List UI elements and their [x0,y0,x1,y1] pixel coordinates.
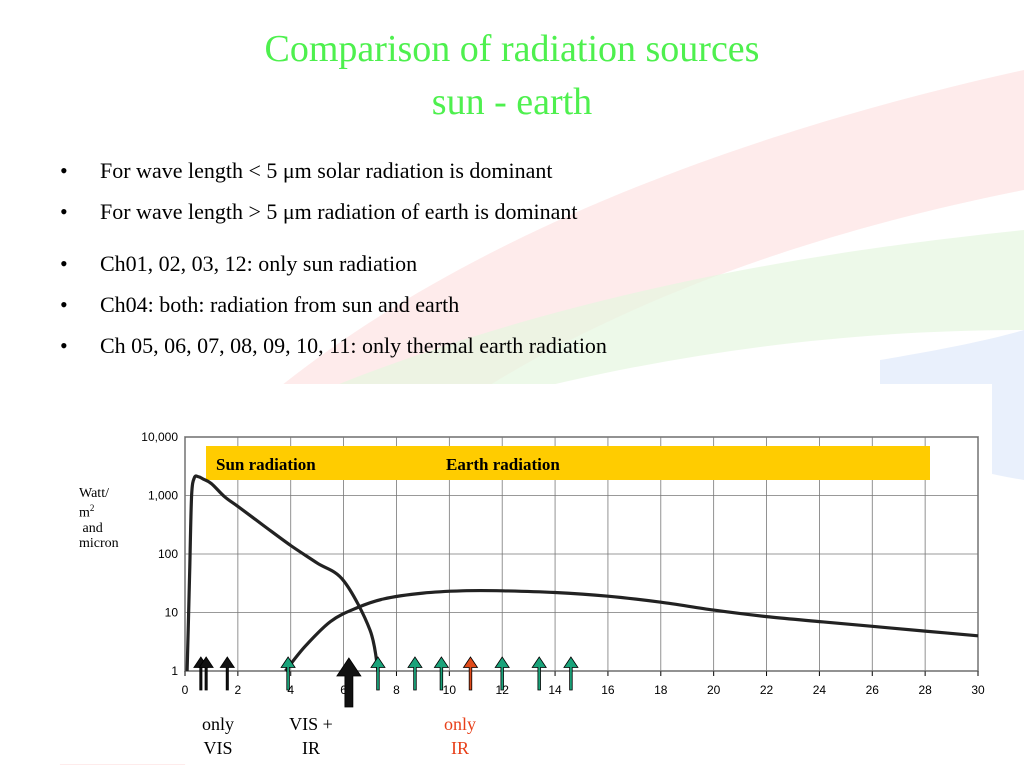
bullet-dot: • [60,251,68,276]
x-tick-label: 14 [548,683,562,697]
channel-arrow-green-icon [433,656,450,691]
bullet-text: Ch 05, 06, 07, 08, 09, 10, 11: only ther… [100,333,607,358]
channel-arrow-red-icon [462,656,479,691]
bullet-list: • For wave length < 5 μm solar radiation … [60,150,960,366]
y-axis-ticks: 1 10 100 1,000 10,000 [141,430,178,678]
x-tick-label: 0 [182,683,189,697]
banner-earth-label: Earth radiation [446,455,560,474]
bullet-item: • Ch 05, 06, 07, 08, 09, 10, 11: only the… [60,325,960,366]
x-tick-label: 18 [654,683,668,697]
y-axis-label-line3: and [79,520,103,536]
bullet-text: For wave length > 5 μm radiation of eart… [100,199,578,224]
caption-only-vis-line1: only [201,714,234,734]
caption-only-vis: only VIS [190,712,246,760]
y-tick-label: 100 [158,547,178,561]
earth-radiation-curve [284,588,979,672]
x-tick-label: 26 [866,683,880,697]
bullet-item: • For wave length < 5 μm solar radiation … [60,150,960,191]
caption-only-vis-line2: VIS [203,738,233,758]
y-tick-label: 10 [165,606,179,620]
bullet-item: • For wave length > 5 μm radiation of ear… [60,191,960,232]
y-tick-label: 10,000 [141,430,178,444]
y-axis-label-unit: m [79,505,90,521]
channel-arrow-green-icon [280,656,296,691]
x-axis-ticks: 024681012141618202224262830 [182,683,985,697]
y-axis-label-line1: Watt/ [79,486,109,501]
y-tick-label: 1,000 [148,489,178,503]
x-tick-label: 30 [971,683,985,697]
x-tick-label: 28 [918,683,932,697]
bullet-text: Ch04: both: radiation from sun and earth [100,292,460,317]
channel-arrow-green-icon [407,656,423,691]
bullet-text: For wave length < 5 μm solar radiation i… [100,158,553,183]
x-tick-label: 16 [601,683,615,697]
x-tick-label: 22 [760,683,774,697]
caption-only-ir-line1: only [443,714,476,734]
caption-vis-ir-line2: IR [302,738,320,758]
y-axis-label-line2: m2 [79,501,119,521]
slide-title-line2: sun - earth [431,81,593,123]
caption-vis-ir-line1: VIS + [289,714,333,734]
bullet-dot: • [60,292,68,317]
y-axis-label-exponent: 2 [89,503,95,513]
x-tick-label: 24 [813,683,827,697]
x-tick-label: 20 [707,683,721,697]
bullet-dot: • [60,333,68,358]
channel-arrow-green-icon [494,656,510,691]
y-axis-label-line4: micron [79,535,119,551]
x-tick-label: 10 [443,683,457,697]
bullet-dot: • [60,199,68,224]
x-tick-label: 2 [235,683,242,697]
sun-radiation-curve [185,474,380,672]
bullet-dot: • [60,158,68,183]
y-axis-label: Watt/ m2 and micron [79,486,119,551]
channel-arrow-green-icon [563,656,579,691]
channel-arrows [193,656,579,708]
caption-only-ir-line2: IR [451,738,469,758]
channel-arrow-black-icon [336,657,362,708]
slide-title-line1: Comparison of radiation sources [264,28,760,70]
caption-only-ir: only IR [430,712,490,760]
caption-vis-ir: VIS + IR [276,712,346,760]
channel-arrow-green-icon [531,656,547,691]
chart-curves [185,474,979,672]
banner-sun-label: Sun radiation [216,455,316,474]
x-tick-label: 8 [393,683,400,697]
bullet-text: Ch01, 02, 03, 12: only sun radiation [100,251,418,276]
x-tick-label: 6 [340,683,347,697]
x-tick-label: 4 [287,683,294,697]
channel-arrow-black-icon [219,656,236,691]
bullet-item: • Ch04: both: radiation from sun and eart… [60,284,960,325]
radiation-banner [206,446,930,480]
y-tick-label: 1 [171,664,178,678]
channel-arrow-green-icon [370,656,386,691]
bullet-item: • Ch01, 02, 03, 12: only sun radiation [60,243,960,284]
channel-arrow-black-icon [198,656,214,691]
